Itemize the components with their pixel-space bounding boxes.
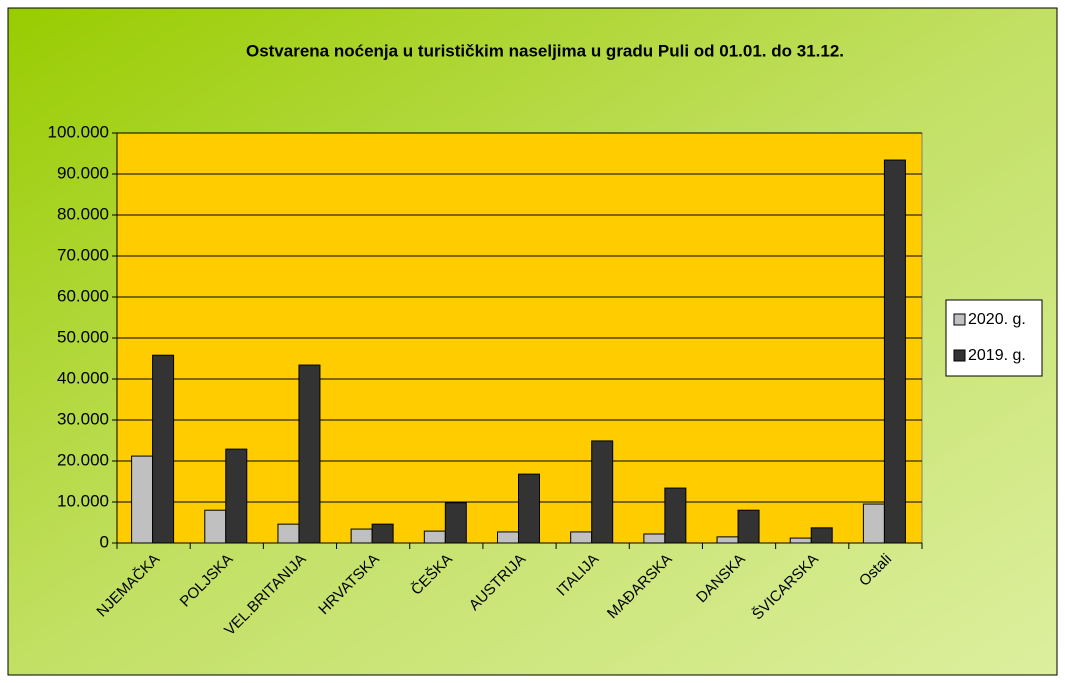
bar (277, 523, 300, 544)
y-tick-label: 30.000 (57, 409, 109, 428)
legend-label: 2019. g. (968, 347, 1026, 364)
legend-swatch (953, 349, 966, 362)
chart-title: Ostvarena noćenja u turističkim naseljim… (246, 41, 844, 60)
bar (371, 523, 394, 544)
legend (945, 299, 1043, 377)
bar (131, 455, 154, 544)
bar (810, 527, 833, 544)
bar (497, 531, 519, 544)
legend-swatch (953, 313, 966, 326)
y-tick-label: 90.000 (57, 163, 109, 182)
bar (152, 354, 175, 544)
bar (518, 473, 540, 544)
bar (716, 536, 739, 544)
bar (298, 364, 321, 544)
bar (789, 537, 812, 544)
bar (643, 533, 666, 544)
y-tick-label: 80.000 (57, 204, 109, 223)
bar (570, 531, 593, 544)
y-tick-label: 50.000 (57, 327, 109, 346)
y-tick-label: 20.000 (57, 450, 109, 469)
bar (737, 509, 760, 544)
y-tick-label: 10.000 (57, 491, 109, 510)
bar (350, 528, 373, 544)
y-tick-label: 60.000 (57, 286, 109, 305)
bar (225, 448, 248, 544)
y-tick-label: 70.000 (57, 245, 109, 264)
bar (444, 502, 467, 544)
legend-label: 2020. g. (968, 311, 1026, 328)
y-tick-label: 40.000 (57, 368, 109, 387)
bar (862, 503, 885, 544)
y-tick-label: 0 (100, 532, 109, 551)
bar (664, 487, 687, 544)
y-tick-label: 100.000 (48, 122, 109, 141)
bar (883, 159, 906, 544)
bar (204, 509, 227, 544)
bar (591, 440, 614, 544)
bar (423, 530, 446, 544)
